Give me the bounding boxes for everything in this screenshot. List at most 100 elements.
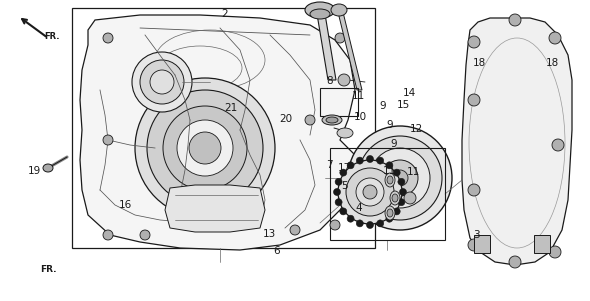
- Ellipse shape: [393, 208, 400, 215]
- Ellipse shape: [386, 215, 393, 222]
- Ellipse shape: [340, 169, 347, 176]
- Ellipse shape: [393, 169, 400, 176]
- Bar: [72, 8, 375, 248]
- Ellipse shape: [392, 170, 408, 186]
- Ellipse shape: [356, 178, 384, 206]
- Ellipse shape: [399, 188, 407, 196]
- Text: 20: 20: [279, 114, 292, 124]
- Polygon shape: [165, 185, 265, 232]
- Ellipse shape: [103, 230, 113, 240]
- Ellipse shape: [468, 36, 480, 48]
- Ellipse shape: [177, 120, 233, 176]
- Text: 7: 7: [326, 160, 333, 170]
- Ellipse shape: [468, 94, 480, 106]
- Ellipse shape: [326, 117, 338, 123]
- Ellipse shape: [132, 52, 192, 112]
- Ellipse shape: [509, 256, 521, 268]
- Ellipse shape: [147, 90, 263, 206]
- Ellipse shape: [43, 164, 53, 172]
- Bar: [320, 88, 358, 116]
- Ellipse shape: [140, 230, 150, 240]
- Ellipse shape: [305, 2, 335, 18]
- Text: 4: 4: [355, 203, 362, 213]
- Text: 13: 13: [263, 229, 276, 239]
- Ellipse shape: [390, 191, 400, 205]
- Ellipse shape: [356, 157, 363, 164]
- Ellipse shape: [358, 136, 442, 220]
- Text: 5: 5: [341, 181, 348, 191]
- Ellipse shape: [103, 135, 113, 145]
- Polygon shape: [337, 8, 362, 90]
- Ellipse shape: [398, 199, 405, 206]
- Ellipse shape: [335, 199, 342, 206]
- Ellipse shape: [387, 209, 393, 217]
- Ellipse shape: [330, 220, 340, 230]
- Ellipse shape: [385, 173, 395, 187]
- Text: 11: 11: [352, 91, 365, 101]
- Text: 17: 17: [338, 163, 351, 173]
- Ellipse shape: [103, 33, 113, 43]
- Ellipse shape: [347, 162, 354, 169]
- Ellipse shape: [150, 70, 174, 94]
- Ellipse shape: [347, 215, 354, 222]
- Ellipse shape: [340, 208, 347, 215]
- Ellipse shape: [468, 184, 480, 196]
- Polygon shape: [80, 15, 360, 250]
- Ellipse shape: [363, 185, 377, 199]
- Ellipse shape: [335, 33, 345, 43]
- Ellipse shape: [404, 192, 416, 204]
- Ellipse shape: [189, 132, 221, 164]
- Text: 9: 9: [379, 101, 386, 111]
- Ellipse shape: [387, 176, 393, 184]
- Ellipse shape: [468, 239, 480, 251]
- Ellipse shape: [376, 220, 384, 227]
- Ellipse shape: [366, 222, 373, 228]
- Ellipse shape: [366, 156, 373, 163]
- Ellipse shape: [552, 139, 564, 151]
- Text: 3: 3: [473, 230, 480, 240]
- Ellipse shape: [370, 148, 430, 208]
- Ellipse shape: [549, 32, 561, 44]
- Ellipse shape: [338, 160, 402, 224]
- Text: 16: 16: [119, 200, 132, 210]
- Ellipse shape: [509, 14, 521, 26]
- Text: 6: 6: [273, 246, 280, 256]
- Ellipse shape: [290, 225, 300, 235]
- Ellipse shape: [337, 128, 353, 138]
- Text: 15: 15: [396, 100, 409, 110]
- Text: 9: 9: [391, 139, 398, 149]
- Ellipse shape: [398, 178, 405, 185]
- Text: 10: 10: [353, 112, 366, 123]
- Text: 19: 19: [28, 166, 41, 176]
- Ellipse shape: [348, 126, 452, 230]
- Ellipse shape: [135, 78, 275, 218]
- Polygon shape: [462, 18, 572, 265]
- Ellipse shape: [310, 9, 330, 19]
- Polygon shape: [316, 8, 336, 80]
- Ellipse shape: [385, 206, 395, 220]
- Bar: [330, 148, 445, 240]
- Polygon shape: [534, 235, 550, 253]
- Ellipse shape: [338, 74, 350, 86]
- Text: FR.: FR.: [40, 265, 57, 274]
- Ellipse shape: [322, 115, 342, 125]
- Text: 11: 11: [383, 166, 396, 176]
- Ellipse shape: [333, 188, 340, 196]
- Polygon shape: [474, 235, 490, 253]
- Ellipse shape: [331, 4, 347, 16]
- Ellipse shape: [392, 194, 398, 202]
- Ellipse shape: [346, 168, 394, 216]
- Text: FR.: FR.: [44, 32, 60, 41]
- Text: 8: 8: [326, 76, 333, 86]
- Text: 14: 14: [403, 88, 416, 98]
- Ellipse shape: [335, 178, 342, 185]
- Ellipse shape: [386, 162, 393, 169]
- Ellipse shape: [356, 220, 363, 227]
- Text: 18: 18: [546, 58, 559, 68]
- Ellipse shape: [163, 106, 247, 190]
- Ellipse shape: [382, 160, 418, 196]
- Text: 9: 9: [386, 120, 393, 130]
- Text: 21: 21: [225, 103, 238, 113]
- Ellipse shape: [305, 115, 315, 125]
- Ellipse shape: [549, 246, 561, 258]
